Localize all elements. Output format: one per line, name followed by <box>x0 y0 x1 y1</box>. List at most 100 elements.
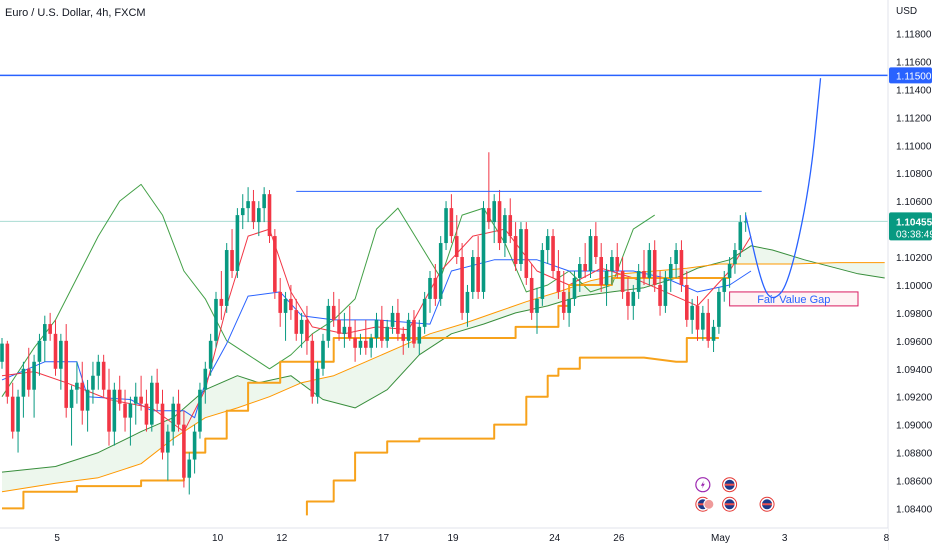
candle-body[interactable] <box>53 333 58 369</box>
candle[interactable] <box>128 396 133 446</box>
candle-body[interactable] <box>273 236 277 292</box>
candle-body[interactable] <box>567 298 571 313</box>
candle[interactable] <box>615 243 620 278</box>
candle[interactable] <box>631 284 636 320</box>
candle[interactable] <box>171 396 175 446</box>
candle[interactable] <box>240 194 245 230</box>
candle[interactable] <box>406 312 411 348</box>
event-flag-us-icon[interactable] <box>722 496 738 512</box>
candle[interactable] <box>150 375 154 432</box>
candle[interactable] <box>16 389 20 453</box>
candle[interactable] <box>610 250 614 285</box>
candle-body[interactable] <box>711 326 716 341</box>
candle-body[interactable] <box>599 257 603 285</box>
candle-body[interactable] <box>326 305 331 341</box>
candle-body[interactable] <box>422 298 427 327</box>
candle[interactable] <box>144 389 149 432</box>
candle-body[interactable] <box>219 298 224 306</box>
event-flag-eu-us-icon[interactable] <box>695 496 715 512</box>
candle-body[interactable] <box>10 396 15 432</box>
candle[interactable] <box>481 201 486 299</box>
candles[interactable] <box>0 152 748 495</box>
candle-body[interactable] <box>278 291 282 313</box>
candle-body[interactable] <box>722 277 727 292</box>
event-flag-us-icon[interactable] <box>759 496 775 512</box>
candle[interactable] <box>246 187 250 223</box>
candle-body[interactable] <box>75 382 79 390</box>
candle-body[interactable] <box>412 319 416 344</box>
candle[interactable] <box>588 229 593 278</box>
candle-body[interactable] <box>283 298 288 313</box>
candle-body[interactable] <box>101 361 106 390</box>
candle[interactable] <box>331 291 336 327</box>
candle[interactable] <box>64 324 68 418</box>
candle[interactable] <box>107 368 111 446</box>
candle-body[interactable] <box>267 194 272 237</box>
candle[interactable] <box>438 236 443 306</box>
event-icons[interactable] <box>695 477 775 512</box>
candle-body[interactable] <box>738 222 743 251</box>
candle-body[interactable] <box>626 291 630 306</box>
candle[interactable] <box>706 298 710 348</box>
candle[interactable] <box>497 189 502 251</box>
candle-body[interactable] <box>545 236 550 251</box>
candle[interactable] <box>722 270 727 302</box>
candle-body[interactable] <box>529 277 534 313</box>
candle-body[interactable] <box>0 343 4 362</box>
candle-body[interactable] <box>187 459 192 478</box>
candle[interactable] <box>219 270 224 320</box>
candle[interactable] <box>278 277 282 327</box>
candle-body[interactable] <box>203 368 208 390</box>
candle[interactable] <box>551 229 555 278</box>
candle-body[interactable] <box>246 201 250 209</box>
candle-body[interactable] <box>594 236 598 258</box>
candle[interactable] <box>37 333 42 376</box>
candle-body[interactable] <box>503 215 507 244</box>
candle-body[interactable] <box>513 236 518 264</box>
candle-body[interactable] <box>144 403 149 425</box>
candle-body[interactable] <box>37 340 42 362</box>
candle[interactable] <box>471 250 475 299</box>
candle-body[interactable] <box>337 319 341 334</box>
candle[interactable] <box>251 189 256 230</box>
candle[interactable] <box>561 270 566 320</box>
candle[interactable] <box>96 354 101 390</box>
candle[interactable] <box>380 305 384 348</box>
candle-body[interactable] <box>289 298 293 311</box>
candle-body[interactable] <box>652 250 657 285</box>
candle-body[interactable] <box>556 270 561 292</box>
candle[interactable] <box>620 257 625 299</box>
candle[interactable] <box>10 382 15 439</box>
candle[interactable] <box>540 243 545 306</box>
candle[interactable] <box>347 305 352 341</box>
candle[interactable] <box>663 270 668 313</box>
candle[interactable] <box>187 452 192 495</box>
projection-path[interactable] <box>745 78 822 299</box>
candle[interactable] <box>21 361 26 418</box>
candle-body[interactable] <box>717 291 721 327</box>
candle-body[interactable] <box>636 270 641 292</box>
candle-body[interactable] <box>310 340 315 397</box>
candle-body[interactable] <box>150 382 154 425</box>
candle[interactable] <box>578 257 582 292</box>
candle[interactable] <box>412 310 416 348</box>
candle[interactable] <box>321 333 325 376</box>
projection-curve[interactable] <box>745 78 822 299</box>
candle-body[interactable] <box>128 403 133 418</box>
price-levels[interactable] <box>0 74 888 222</box>
candle[interactable] <box>101 354 106 397</box>
candle[interactable] <box>203 361 208 404</box>
candle[interactable] <box>0 338 4 369</box>
candle-body[interactable] <box>535 298 539 313</box>
candle-body[interactable] <box>342 326 347 334</box>
candle-body[interactable] <box>524 229 529 278</box>
candle[interactable] <box>310 333 315 404</box>
candle-body[interactable] <box>5 343 10 397</box>
candle-body[interactable] <box>112 389 117 432</box>
candle[interactable] <box>305 305 309 355</box>
candle-body[interactable] <box>583 264 587 271</box>
candle[interactable] <box>160 389 165 460</box>
candle-body[interactable] <box>401 333 406 341</box>
fair-value-gap-box[interactable] <box>729 291 859 307</box>
